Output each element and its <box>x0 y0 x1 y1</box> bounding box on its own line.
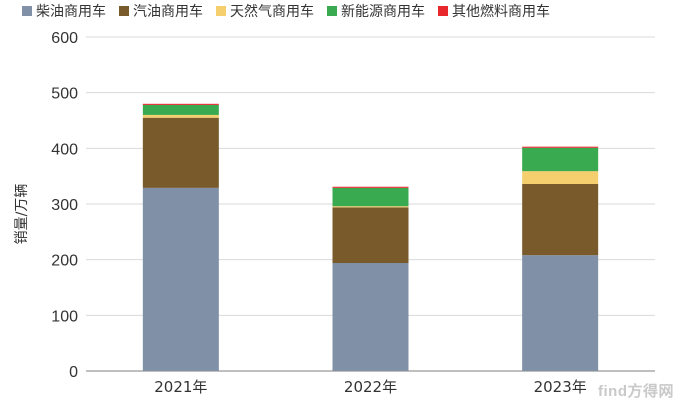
bar-segment <box>332 206 409 208</box>
legend-label: 其他燃料商用车 <box>452 3 550 20</box>
y-tick-label: 300 <box>51 197 78 214</box>
legend-label: 天然气商用车 <box>230 3 314 20</box>
x-tick-label: 2021年 <box>154 378 207 396</box>
legend-swatch <box>327 6 337 16</box>
bar-segment <box>332 187 409 207</box>
bar-segment <box>332 186 409 188</box>
bar-segment <box>142 117 219 188</box>
y-axis-label: 销量/万辆 <box>14 184 30 245</box>
watermark: find方得网 <box>598 383 674 400</box>
y-tick-label: 0 <box>69 364 78 381</box>
y-tick-label: 600 <box>51 30 78 47</box>
legend-swatch <box>119 6 129 16</box>
bar-segment <box>332 263 409 371</box>
bar-segment <box>522 146 599 148</box>
bar-segment <box>332 207 409 264</box>
x-tick-label: 2022年 <box>344 378 397 396</box>
legend-swatch <box>216 6 226 16</box>
bar-segment <box>522 147 599 172</box>
bar-segment <box>142 187 219 371</box>
bar-segment <box>522 183 599 256</box>
bar-segment <box>142 114 219 118</box>
y-tick-label: 100 <box>51 308 78 325</box>
legend-label: 汽油商用车 <box>133 3 203 20</box>
legend-label: 新能源商用车 <box>341 3 425 20</box>
bar-segment <box>522 255 599 371</box>
legend-swatch <box>438 6 448 16</box>
y-tick-label: 200 <box>51 253 78 270</box>
x-tick-label: 2023年 <box>534 378 587 396</box>
bar-segment <box>522 171 599 184</box>
legend-label: 柴油商用车 <box>36 3 106 20</box>
bar-segment <box>142 104 219 115</box>
y-tick-label: 500 <box>51 86 78 103</box>
y-tick-label: 400 <box>51 141 78 158</box>
legend-swatch <box>22 6 32 16</box>
bar-segment <box>142 103 219 105</box>
